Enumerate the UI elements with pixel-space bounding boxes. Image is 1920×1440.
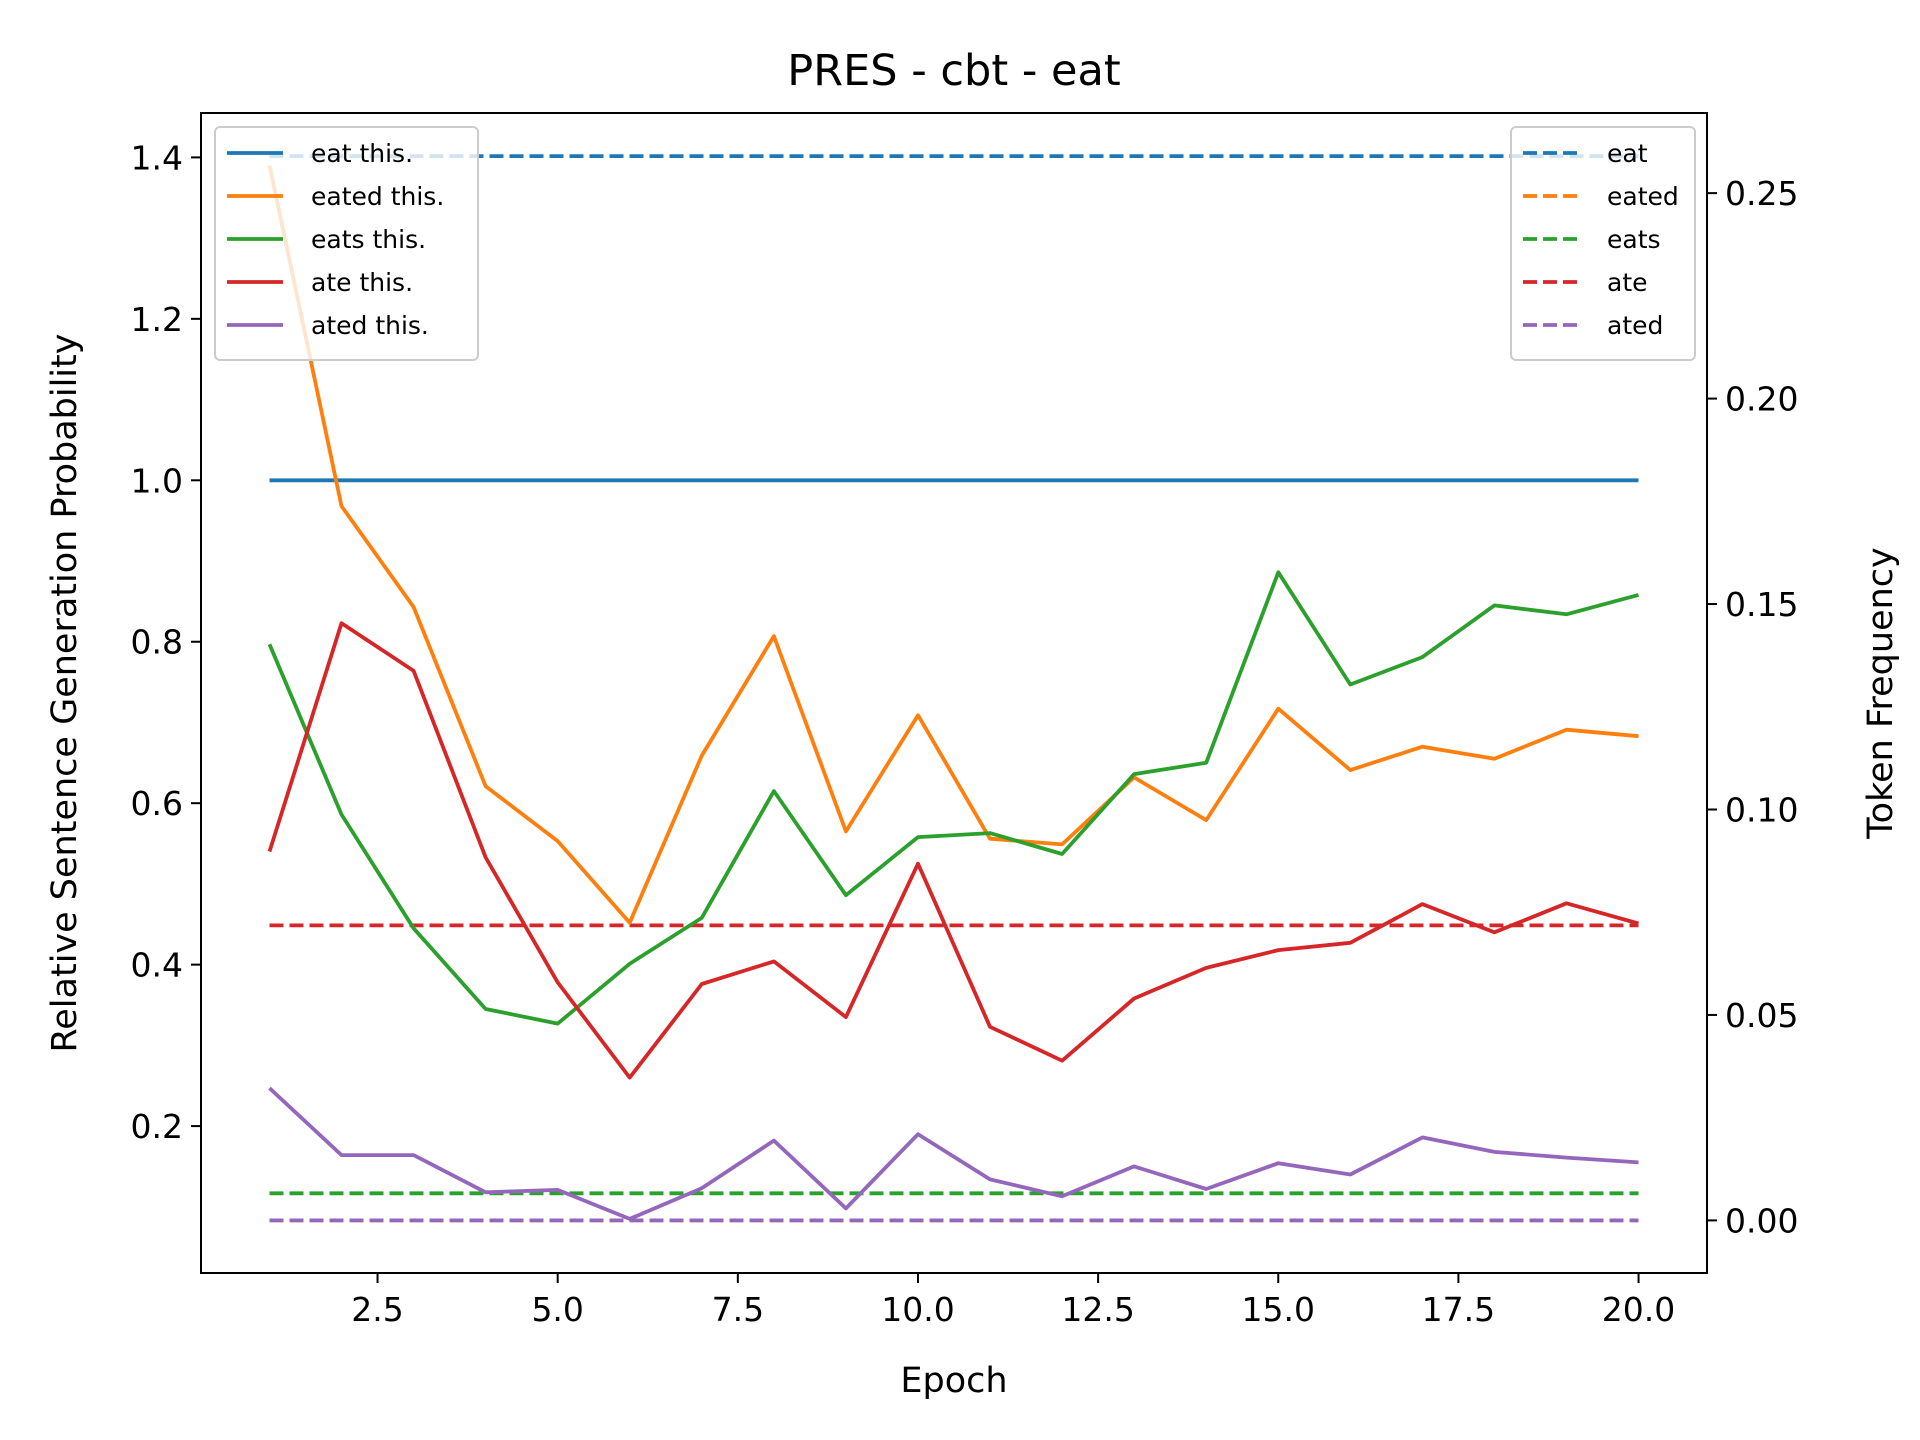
- legend-label: eat: [1607, 139, 1648, 168]
- legend-label: ate this.: [311, 268, 413, 297]
- y2-tick-label: 0.25: [1725, 174, 1798, 213]
- y-tick-label: 1.4: [131, 138, 183, 177]
- series-line-ated-this: [268, 1086, 1639, 1221]
- legend-left: [214, 126, 479, 361]
- y-tick-label: 0.2: [131, 1107, 183, 1146]
- x-tick-label: 17.5: [1422, 1290, 1495, 1329]
- y-tick-label: 0.6: [131, 784, 183, 823]
- chart-title: PRES - cbt - eat: [787, 46, 1120, 96]
- x-tick-label: 7.5: [712, 1290, 764, 1329]
- axes-layer: 2.5 5.0 7.5 10.0 12.5 15.0 17.5 20.0 0.2 0.4 0.6 0.…: [131, 138, 1799, 1329]
- legend-layer: eat this. eated this. eats this. ate this. a…: [214, 126, 1696, 361]
- x-tick-label: 12.5: [1061, 1290, 1134, 1329]
- y-tick-label: 1.2: [131, 300, 183, 339]
- x-axis-title: Epoch: [900, 1361, 1007, 1401]
- y-tick-label: 0.8: [131, 623, 183, 662]
- legend-label: eated: [1607, 182, 1679, 211]
- x-tick-label: 5.0: [531, 1290, 583, 1329]
- series-line-ate-this: [267, 621, 1640, 1080]
- legend-label: eated this.: [311, 182, 444, 211]
- y2-tick-label: 0.05: [1725, 996, 1798, 1035]
- legend-label: ate: [1607, 268, 1648, 297]
- x-tick-label: 2.5: [351, 1290, 403, 1329]
- legend-label: ated this.: [311, 311, 429, 340]
- x-tick-label: 15.0: [1242, 1290, 1315, 1329]
- legend-label: eats: [1607, 225, 1661, 254]
- y-tick-label: 0.4: [131, 946, 183, 985]
- plot-frame: [200, 112, 1708, 1274]
- legend-label: eat this.: [311, 139, 413, 168]
- series-line-eats-this: [267, 570, 1639, 1026]
- series-line-eated-this: [267, 165, 1639, 925]
- x-tick-label: 20.0: [1602, 1290, 1675, 1329]
- x-tick-label: 10.0: [881, 1290, 954, 1329]
- legend-label: eats this.: [311, 225, 426, 254]
- series-layer: [267, 154, 1640, 1223]
- y2-tick-label: 0.15: [1725, 585, 1798, 624]
- y2-axis-title: Token Frequency: [1861, 547, 1901, 840]
- y2-tick-label: 0.00: [1725, 1201, 1798, 1240]
- y2-tick-label: 0.20: [1725, 380, 1798, 419]
- y-axis-title: Relative Sentence Generation Probability: [45, 334, 85, 1053]
- legend-right: [1510, 126, 1696, 361]
- y-tick-label: 1.0: [131, 461, 183, 500]
- legend-label: ated: [1607, 311, 1663, 340]
- y2-tick-label: 0.10: [1725, 790, 1798, 829]
